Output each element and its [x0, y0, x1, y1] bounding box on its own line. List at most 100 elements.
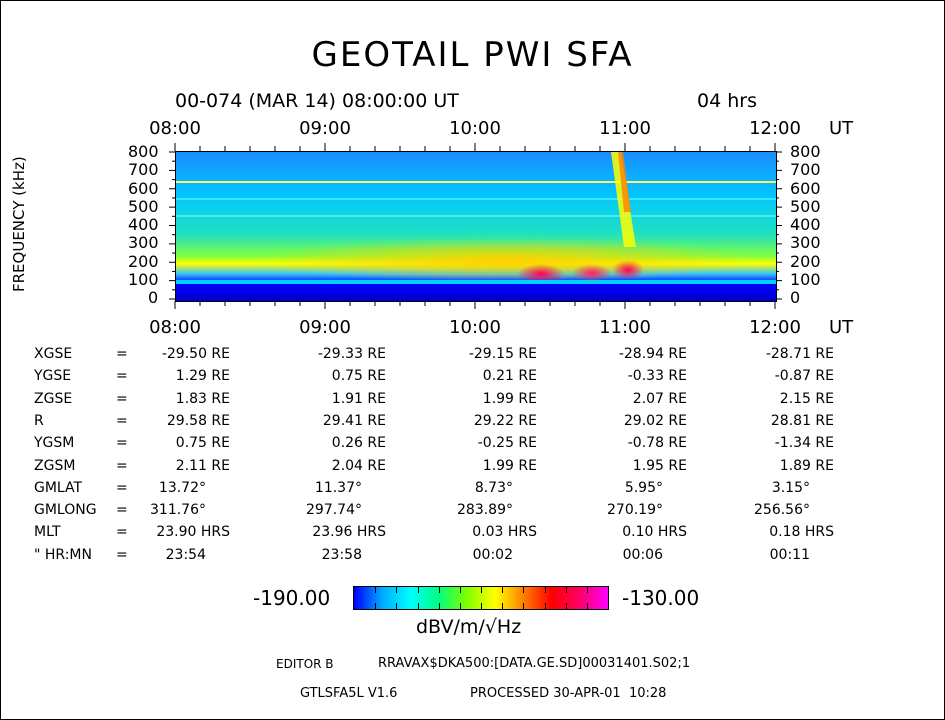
y-tick-label-right: 300 [790, 233, 821, 253]
y-tick-label-left: 800 [128, 142, 159, 161]
colorbar-tick-top [438, 587, 440, 593]
spectrogram-heatmap [175, 151, 777, 302]
x-tick-label-bottom: 12:00 [749, 317, 801, 338]
ephemeris-value: 0.21 RE [482, 368, 537, 385]
x-tick-label-bottom: 08:00 [149, 317, 201, 338]
y-tick-label-right: 100 [790, 269, 821, 289]
ephemeris-equals-sign: = [116, 546, 128, 563]
y-tick-label-right: 700 [790, 160, 821, 180]
ephemeris-value: 283.89° [457, 502, 513, 519]
ephemeris-equals-sign: = [116, 524, 128, 541]
ephemeris-value: 0.03 HRS [472, 524, 537, 541]
colorbar-tick-bottom [459, 603, 461, 609]
colorbar-tick-bottom [586, 603, 588, 609]
ephemeris-value: 00:06 [622, 546, 663, 563]
ephemeris-value: 23.90 HRS [156, 524, 230, 541]
ephemeris-value: 1.95 RE [632, 457, 687, 474]
footer-processed: PROCESSED 30-APR-01 10:28 [470, 686, 667, 701]
ephemeris-value: 270.19° [607, 502, 663, 519]
x-tick-label-top: 08:00 [149, 118, 201, 139]
colorbar-tick-bottom [438, 603, 440, 609]
ephemeris-value: 2.04 RE [331, 457, 386, 474]
y-tick-label-right: 500 [790, 196, 821, 216]
y-tick-label-right: 400 [790, 215, 821, 234]
low-frequency-band [176, 280, 776, 284]
footer-path: RRAVAX$DKA500:[DATA.GE.SD]00031401.S02;1 [378, 656, 691, 671]
ephemeris-value: 5.95° [624, 479, 663, 496]
x-tick-label-top: 11:00 [599, 118, 651, 139]
ephemeris-equals-sign: = [116, 479, 128, 496]
ephemeris-value: 29.41 RE [322, 412, 386, 429]
colorbar-tick-top [417, 587, 419, 593]
ephemeris-row-label: GMLONG [34, 502, 97, 519]
ephemeris-value: 0.26 RE [331, 435, 386, 452]
y-tick-label-left: 700 [128, 160, 159, 180]
colorbar-tick-top [544, 587, 546, 593]
ephemeris-value: 0.75 RE [175, 435, 230, 452]
ephemeris-equals-sign: = [116, 457, 128, 474]
colorbar-tick-bottom [502, 603, 504, 609]
ephemeris-row-label: YGSE [34, 368, 72, 385]
y-tick-label-left: 600 [128, 178, 159, 198]
colorbar-tick-bottom [396, 603, 398, 609]
ephemeris-equals-sign: = [116, 502, 128, 519]
ephemeris-row-label: GMLAT [34, 479, 83, 496]
ephemeris-value: 00:02 [472, 546, 513, 563]
chart-subtitle-duration: 04 hrs [697, 90, 757, 112]
x-unit-bottom: UT [829, 317, 854, 338]
ephemeris-value: 28.81 RE [770, 412, 834, 429]
colorbar-max-label: -130.00 [622, 586, 700, 610]
ephemeris-value: 1.83 RE [175, 390, 230, 407]
x-tick-label-top: 09:00 [299, 118, 351, 139]
y-tick-label-right: 200 [790, 251, 821, 271]
colorbar-tick-top [481, 587, 482, 593]
ephemeris-value: -0.33 RE [627, 368, 687, 385]
colorbar-tick-top [502, 587, 504, 593]
colorbar-tick-bottom [523, 603, 525, 609]
ephemeris-row-label: " HR:MN [34, 546, 92, 563]
colorbar-tick-bottom [417, 603, 419, 609]
colorbar-tick-bottom [481, 603, 482, 609]
ephemeris-value: -29.33 RE [317, 346, 386, 362]
y-tick-label-left: 100 [128, 269, 159, 289]
colorbar-tick-top [586, 587, 588, 593]
chart-subtitle-date: 00-074 (MAR 14) 08:00:00 UT [175, 90, 459, 112]
x-tick-label-bottom: 09:00 [299, 317, 351, 338]
ephemeris-value: 2.11 RE [175, 457, 230, 474]
ephemeris-value: -28.94 RE [618, 346, 687, 362]
ephemeris-value: 23:58 [321, 546, 362, 563]
ephemeris-value: 0.18 HRS [769, 524, 834, 541]
ephemeris-equals-sign: = [116, 435, 128, 452]
ephemeris-value: -1.34 RE [774, 435, 834, 452]
ephemeris-row-label: MLT [34, 524, 61, 541]
y-tick-label-right: 600 [790, 178, 821, 198]
ephemeris-row-label: ZGSM [34, 457, 76, 474]
ephemeris-value: -29.50 RE [161, 346, 230, 362]
ephemeris-value: 0.10 HRS [622, 524, 687, 541]
ephemeris-value: 8.73° [474, 479, 513, 496]
y-tick-label-left: 0 [148, 288, 159, 307]
colorbar-tick-bottom [565, 603, 567, 609]
ephemeris-equals-sign: = [116, 390, 128, 407]
ephemeris-value: 23:54 [165, 546, 206, 563]
ephemeris-value: -28.71 RE [765, 346, 834, 362]
footer-editor: EDITOR B [276, 657, 334, 671]
ephemeris-value: -0.25 RE [477, 435, 537, 452]
x-unit-top: UT [829, 118, 854, 139]
colorbar-tick-top [396, 587, 398, 593]
colorbar-unit-label: dBV/m/√Hz [416, 616, 522, 638]
ephemeris-value: 29.02 RE [623, 412, 687, 429]
ephemeris-value: 1.99 RE [482, 390, 537, 407]
ephemeris-value: 29.58 RE [166, 412, 230, 429]
ephemeris-row-label: R [34, 412, 44, 429]
ephemeris-value: 256.56° [754, 502, 810, 519]
x-tick-label-bottom: 10:00 [449, 317, 501, 338]
x-tick-label-top: 10:00 [449, 118, 501, 139]
x-tick-label-bottom: 11:00 [599, 317, 651, 338]
y-tick-label-right: 0 [790, 288, 801, 307]
ephemeris-value: -29.15 RE [468, 346, 537, 362]
colorbar-tick-top [523, 587, 525, 593]
colorbar-tick-top [375, 587, 377, 593]
ephemeris-equals-sign: = [116, 368, 128, 385]
ephemeris-value: 1.99 RE [482, 457, 537, 474]
